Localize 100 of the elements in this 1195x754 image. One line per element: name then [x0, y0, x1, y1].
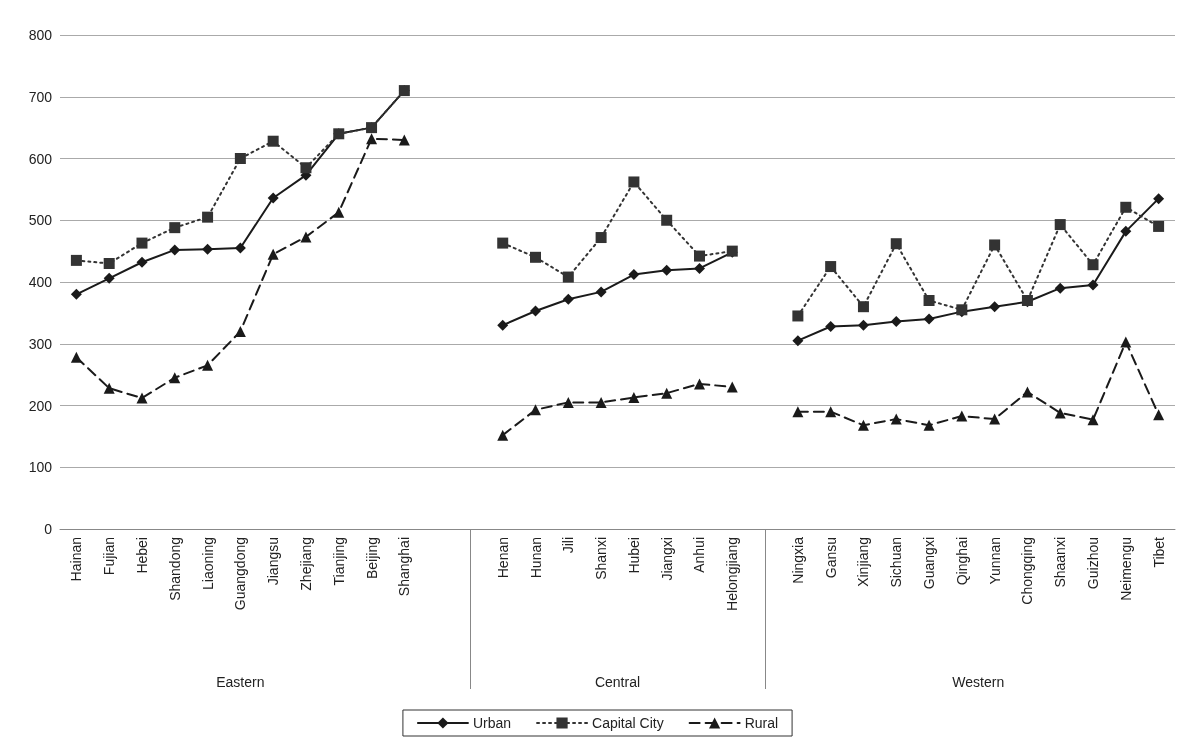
- point: [1153, 193, 1165, 205]
- point: [366, 133, 378, 145]
- point: [70, 351, 82, 363]
- point: [726, 381, 738, 393]
- point: [857, 301, 869, 313]
- point: [792, 335, 804, 347]
- x-tick-label: Sichuan: [888, 537, 905, 588]
- x-tick-label: Ningxia: [789, 536, 806, 584]
- y-tick-label: 0: [44, 521, 53, 537]
- point: [857, 319, 869, 331]
- x-tick-label: Shanghai: [396, 537, 413, 597]
- x-tick-label: Hebei: [133, 537, 150, 574]
- x-tick-label: Jiangxi: [658, 537, 675, 581]
- point: [661, 264, 673, 276]
- point: [1054, 282, 1066, 294]
- point: [202, 359, 214, 371]
- point: [989, 301, 1001, 313]
- point: [300, 162, 312, 174]
- y-tick-label: 300: [28, 335, 53, 352]
- point: [628, 176, 640, 188]
- point: [890, 316, 902, 328]
- point: [530, 404, 542, 416]
- point: [956, 410, 968, 422]
- point: [169, 222, 181, 234]
- point: [267, 192, 279, 204]
- point: [136, 237, 148, 249]
- point: [497, 429, 509, 441]
- point: [234, 325, 246, 337]
- point: [595, 396, 607, 408]
- text: Central: [594, 674, 641, 690]
- point: [300, 231, 312, 243]
- y-tick-label: 500: [28, 212, 53, 229]
- x-tick-label: Tianjing: [330, 537, 347, 586]
- point: [825, 261, 837, 273]
- point: [857, 419, 869, 431]
- point: [333, 206, 345, 218]
- point: [1120, 336, 1132, 348]
- point: [1153, 409, 1165, 421]
- point: [136, 256, 148, 268]
- x-tick-label: Guizhou: [1085, 537, 1102, 590]
- x-tick-label: Jili: [560, 537, 577, 554]
- point: [923, 295, 935, 307]
- y-tick-label: 100: [28, 459, 53, 476]
- point: [202, 211, 214, 223]
- x-tick-label: Neimengu: [1117, 537, 1134, 601]
- y-tick-label: 200: [28, 397, 53, 414]
- x-tick-label: Chongqing: [1019, 537, 1036, 605]
- point: [169, 244, 181, 256]
- x-tick-label: Hainan: [68, 537, 85, 582]
- point: [792, 406, 804, 418]
- x-tick-label: Anhui: [691, 537, 708, 573]
- y-tick-label: 600: [28, 150, 53, 167]
- point: [989, 239, 1001, 251]
- point: [234, 153, 246, 164]
- point: [398, 134, 410, 146]
- point: [1021, 386, 1033, 398]
- point: [103, 257, 115, 269]
- point: [661, 214, 673, 226]
- point: [169, 372, 181, 384]
- point: [497, 237, 509, 249]
- point: [1087, 259, 1099, 271]
- y-tick-label: 700: [28, 88, 53, 105]
- point: [234, 242, 246, 254]
- point: [661, 387, 673, 399]
- point: [530, 251, 542, 263]
- point: [1054, 219, 1066, 231]
- y-tick-label: 800: [28, 27, 53, 43]
- x-tick-label: Gansu: [822, 537, 839, 579]
- x-tick-label: Yunnan: [986, 537, 1003, 585]
- x-tick-label: Hubei: [625, 537, 642, 574]
- point: [1153, 220, 1165, 232]
- point: [1120, 225, 1132, 237]
- x-tick-label: Zhejiang: [297, 537, 314, 591]
- point: [628, 391, 640, 403]
- point: [136, 392, 148, 404]
- point: [693, 378, 705, 390]
- point: [923, 419, 935, 431]
- x-tick-label: Liaoning: [199, 537, 216, 590]
- x-tick-label: Shanxi: [593, 537, 610, 580]
- point: [267, 248, 279, 260]
- point: [103, 272, 115, 284]
- x-tick-label: Shaanxi: [1052, 537, 1069, 588]
- x-tick-label: Helongjiang: [724, 537, 741, 611]
- x-tick-label: Tibet: [1150, 536, 1167, 568]
- point: [562, 396, 574, 408]
- y-tick-label: 400: [28, 274, 53, 290]
- text: Western: [952, 674, 1005, 690]
- x-tick-label: Jiangsu: [265, 537, 282, 586]
- point: [497, 319, 509, 331]
- x-tick-label: Fujian: [101, 537, 118, 576]
- text: Eastern: [216, 674, 265, 690]
- x-tick-label: Hunan: [527, 537, 544, 579]
- point: [792, 310, 804, 322]
- x-tick-label: Xinjiang: [855, 537, 872, 587]
- point: [103, 382, 115, 394]
- point: [562, 271, 574, 283]
- point: [562, 293, 574, 305]
- point: [890, 238, 902, 250]
- point: [989, 413, 1001, 425]
- point: [595, 286, 607, 298]
